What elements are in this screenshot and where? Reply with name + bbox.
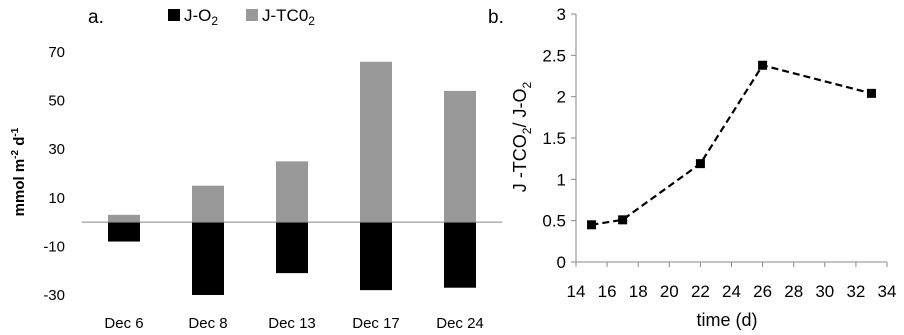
- legend-label-j-tc02: J-TC02: [262, 6, 315, 28]
- data-point: [758, 60, 768, 70]
- panel-b-y-tick-label: 2.5: [542, 46, 566, 65]
- panel-a-legend: J-O2 J-TC02: [168, 6, 315, 28]
- panel-a-x-tick-label: Dec 6: [104, 315, 143, 332]
- panel-b-x-tick-label: 22: [691, 282, 710, 301]
- bar-j-tc02: [360, 61, 392, 223]
- panel-b-x-tick-label: 28: [784, 282, 803, 301]
- legend-label-j-o2: J-O2: [184, 6, 218, 28]
- panel-b-y-tick-label: 3: [557, 5, 566, 24]
- panel-b-y-tick-label: 1: [557, 170, 566, 189]
- bar-j-tc02: [276, 161, 308, 223]
- panel-a-y-tick-label: 70: [48, 44, 65, 61]
- panel-b-y-tick-label: 0: [557, 253, 566, 272]
- data-point: [618, 215, 628, 225]
- bar-j-o2: [360, 222, 392, 291]
- bar-j-o2: [276, 222, 308, 274]
- panel-a-y-tick-label: 30: [48, 141, 65, 158]
- panel-b-y-ticks: 0 0.5 1 1.5 2 2.5 3: [542, 5, 576, 272]
- panel-b-x-tick-label: 20: [660, 282, 679, 301]
- panel-b-points: [587, 60, 876, 230]
- legend-swatch-j-o2: [168, 9, 180, 21]
- panel-a-y-tick-label: 50: [48, 93, 65, 110]
- panel-b-x-ticks: 14 16 18 20 22 24 26 28 30 32 34: [567, 262, 897, 301]
- panel-b-x-tick-label: 18: [629, 282, 648, 301]
- legend-swatch-j-tc02: [246, 9, 258, 21]
- panel-b-x-tick-label: 26: [753, 282, 772, 301]
- panel-a-x-tick-labels: Dec 6 Dec 8 Dec 13 Dec 17 Dec 24: [104, 315, 483, 332]
- panel-a-y-tick-label: -30: [43, 287, 65, 304]
- panel-b-y-tick-label: 0.5: [542, 212, 566, 231]
- bar-j-tc02: [108, 214, 140, 223]
- bar-j-o2: [192, 222, 224, 295]
- panel-b-line-chart: b. J -TCO2/ J-O2 0 0.5 1 1.5 2 2.5 3 14 16 18 20 2…: [488, 5, 896, 330]
- panel-a-label: a.: [88, 7, 104, 28]
- bar-j-tc02: [444, 90, 476, 223]
- panel-a-x-tick-label: Dec 8: [188, 315, 227, 332]
- panel-b-y-tick-label: 1.5: [542, 129, 566, 148]
- panel-b-y-tick-label: 2: [557, 88, 566, 107]
- panel-a-y-axis-label: mmol m-2 d-1: [10, 127, 28, 216]
- panel-a-y-tick-label: -10: [43, 238, 65, 255]
- panel-b-x-tick-label: 30: [815, 282, 834, 301]
- panel-a-x-tick-label: Dec 13: [268, 315, 316, 332]
- panel-a-bars: [108, 61, 476, 295]
- panel-a-x-tick-label: Dec 24: [436, 315, 484, 332]
- bar-j-tc02: [192, 185, 224, 223]
- panel-b-x-tick-label: 24: [722, 282, 741, 301]
- bar-j-o2: [444, 222, 476, 288]
- data-point: [866, 88, 876, 98]
- panel-b-series-line: [591, 64, 872, 226]
- panel-a-y-ticks: -30 -10 10 30 50 70: [43, 44, 65, 304]
- data-point: [587, 220, 597, 230]
- panel-b-x-axis-label: time (d): [696, 310, 757, 330]
- panel-a-bar-chart: a. J-O2 J-TC02 mmol m-2 d-1 -30 -10 10 30 50…: [10, 6, 502, 332]
- panel-b-x-tick-label: 32: [846, 282, 865, 301]
- panel-a-y-tick-label: 10: [48, 190, 65, 207]
- panel-b-x-tick-label: 14: [567, 282, 586, 301]
- panel-b-x-tick-label: 16: [598, 282, 617, 301]
- panel-b-label: b.: [488, 7, 504, 28]
- panel-a-x-tick-label: Dec 17: [352, 315, 400, 332]
- bar-j-o2: [108, 222, 140, 242]
- panel-b-x-tick-label: 34: [878, 282, 897, 301]
- panel-b-y-axis-label: J -TCO2/ J-O2: [510, 82, 534, 193]
- data-point: [695, 159, 705, 169]
